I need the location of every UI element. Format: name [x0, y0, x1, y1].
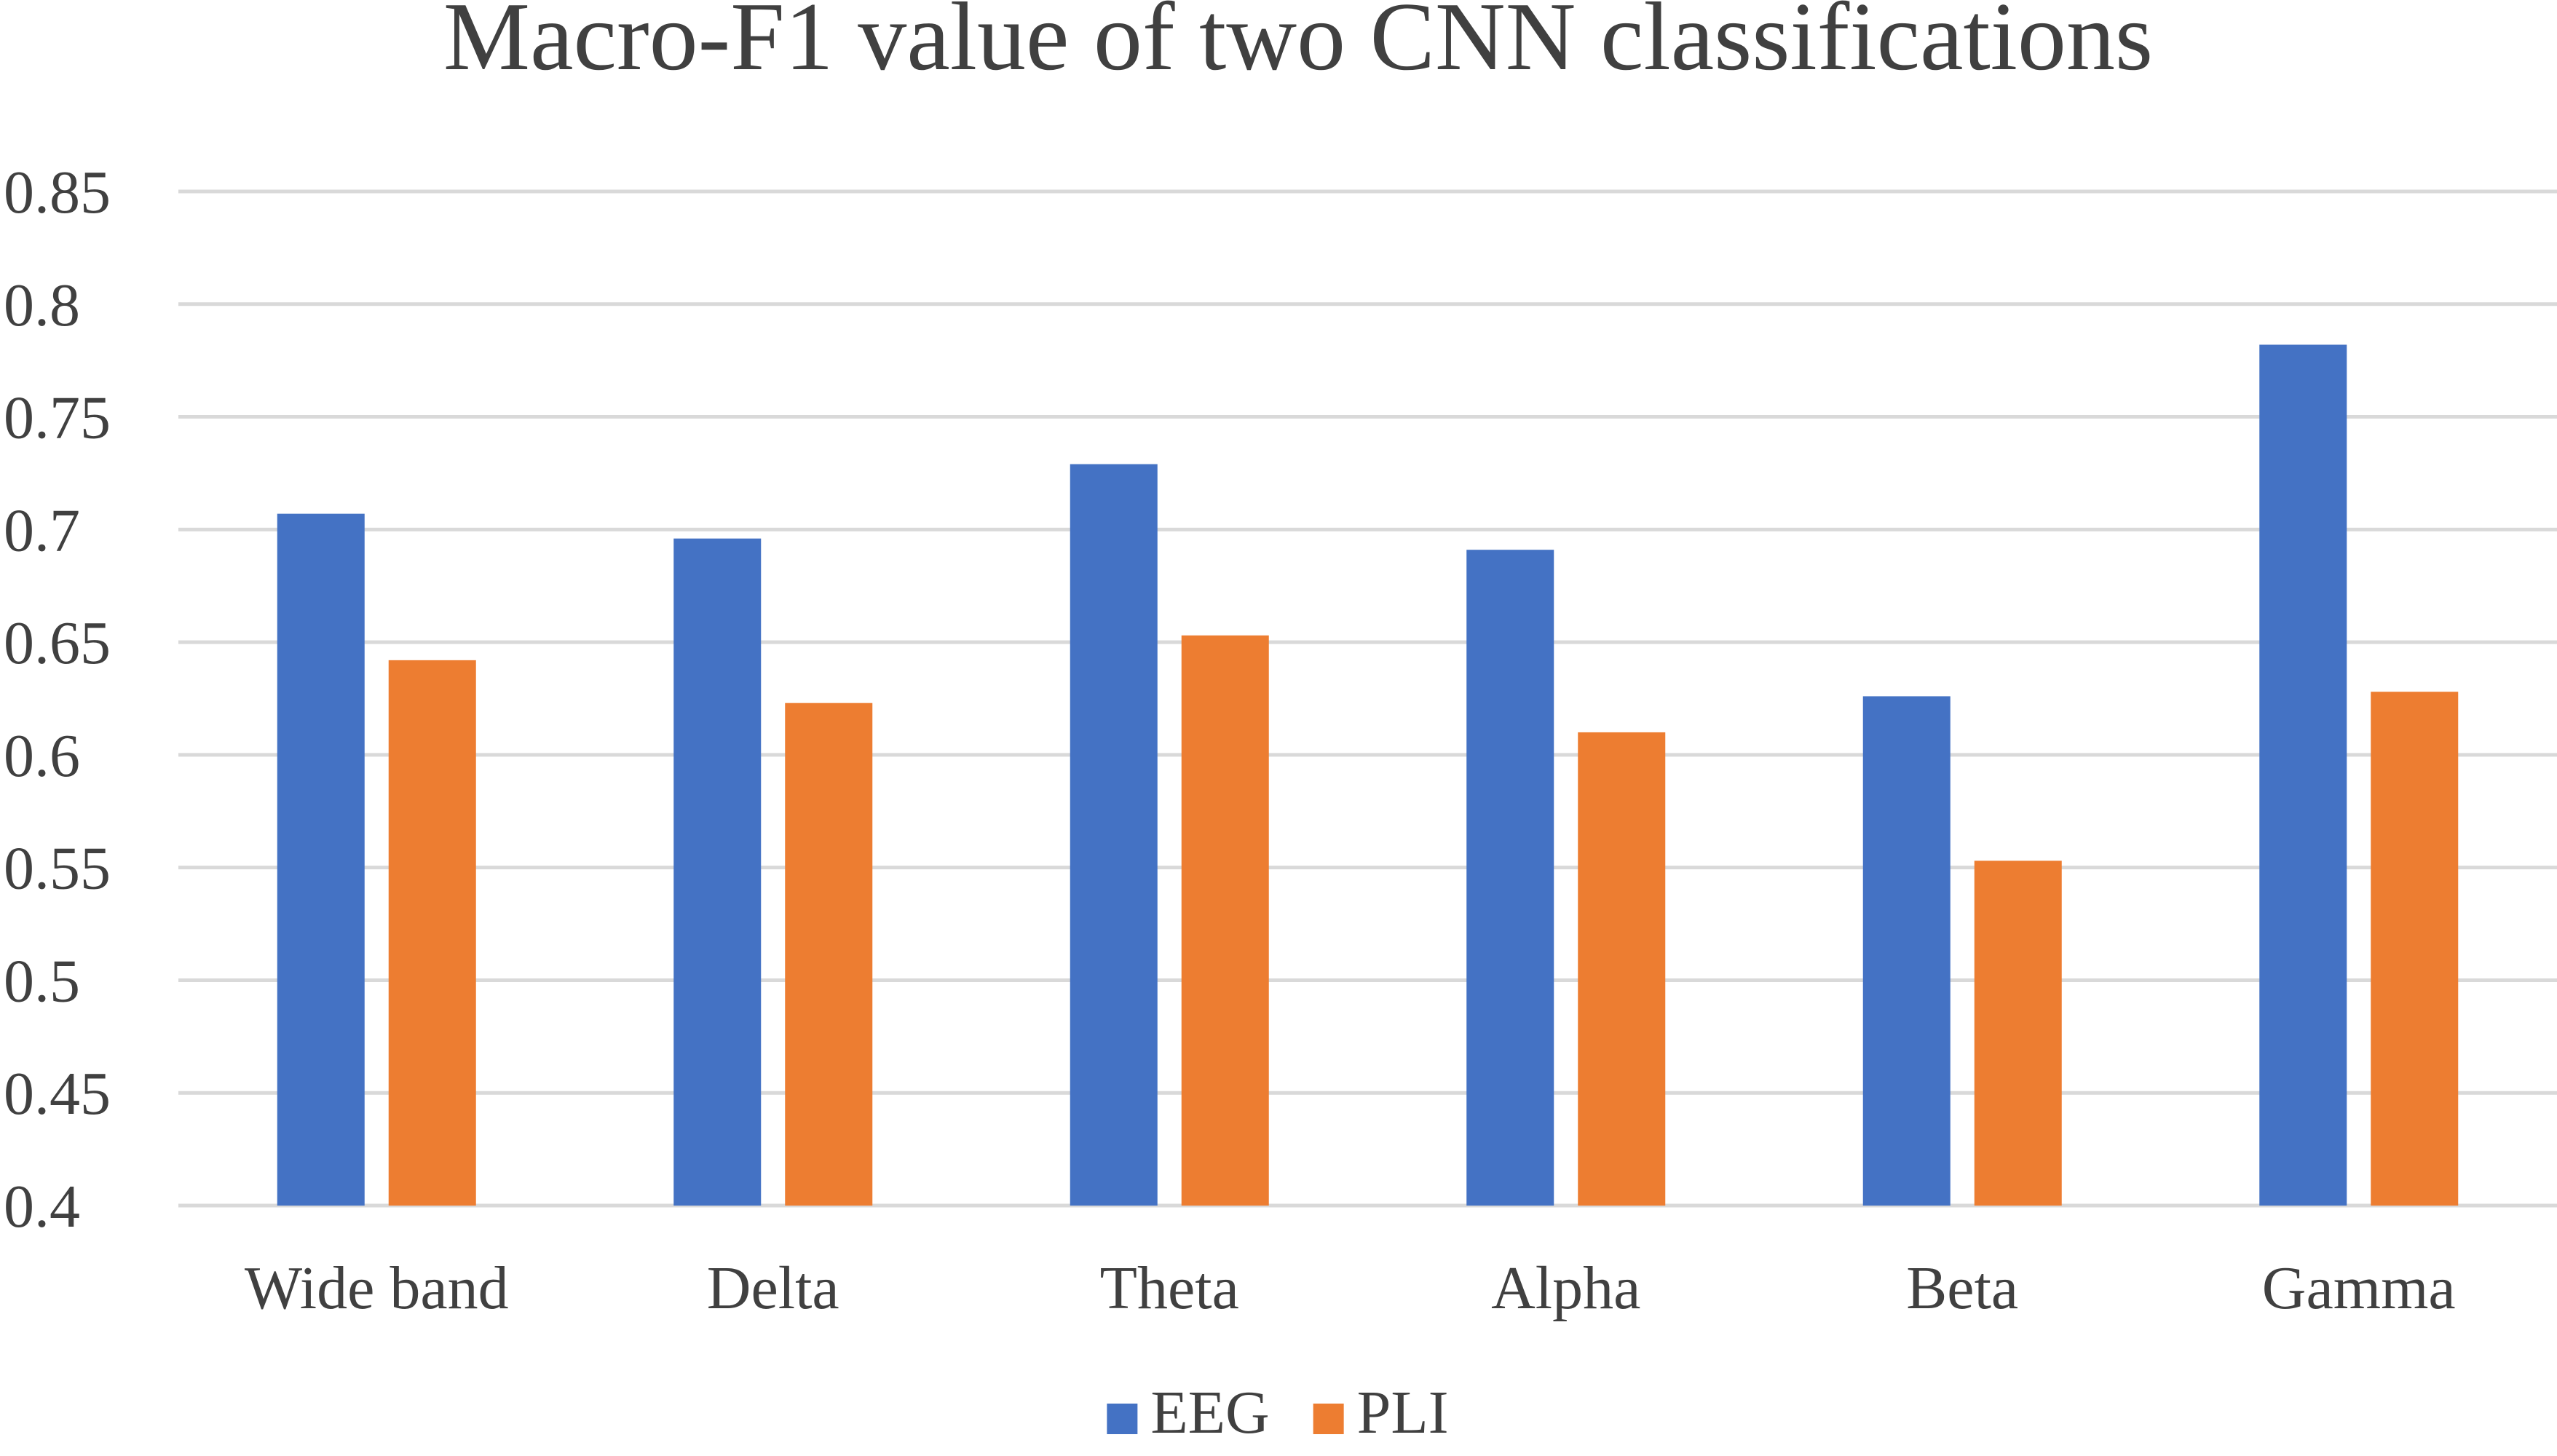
gridlines: [178, 189, 2557, 1208]
bar-eeg-wide-band: [277, 513, 365, 1206]
x-category-label: Alpha: [1491, 1254, 1640, 1322]
bar-pli-gamma: [2371, 692, 2459, 1206]
bars: [277, 344, 2459, 1206]
y-axis-ticks: 0.4 0.45 0.5 0.55 0.6 0.65 0.7 0.75 0.8 0.85: [4, 159, 111, 1241]
y-tick-label: 0.45: [4, 1060, 111, 1128]
y-tick-label: 0.7: [4, 496, 80, 564]
legend-swatch-eeg: [1107, 1404, 1138, 1434]
x-category-label: Beta: [1906, 1254, 2018, 1322]
chart-title: Macro-F1 value of two CNN classification…: [443, 0, 2153, 90]
bar-eeg-gamma: [2259, 344, 2347, 1206]
legend-label-eeg: EEG: [1150, 1379, 1269, 1447]
bar-eeg-theta: [1070, 464, 1158, 1206]
legend-label-pli: PLI: [1357, 1379, 1449, 1447]
x-category-label: Gamma: [2262, 1254, 2456, 1322]
y-tick-label: 0.55: [4, 835, 111, 903]
y-tick-label: 0.85: [4, 159, 111, 226]
bar-eeg-alpha: [1466, 550, 1554, 1206]
y-tick-label: 0.5: [4, 947, 80, 1015]
x-category-label: Wide band: [245, 1254, 509, 1322]
x-category-label: Delta: [707, 1254, 839, 1322]
bar-pli-theta: [1181, 635, 1269, 1206]
legend-swatch-pli: [1313, 1404, 1344, 1434]
bar-eeg-delta: [673, 538, 762, 1206]
y-tick-label: 0.65: [4, 609, 111, 677]
bar-eeg-beta: [1862, 696, 1951, 1206]
legend: EEG PLI: [1107, 1379, 1449, 1447]
x-category-label: Theta: [1100, 1254, 1239, 1322]
bar-pli-alpha: [1578, 732, 1666, 1206]
y-tick-label: 0.75: [4, 384, 111, 452]
y-tick-label: 0.8: [4, 272, 80, 339]
bar-pli-beta: [1974, 860, 2062, 1206]
bar-pli-delta: [785, 703, 873, 1206]
bar-pli-wide-band: [388, 660, 476, 1206]
y-tick-label: 0.6: [4, 722, 80, 790]
x-axis-categories: Wide band Delta Theta Alpha Beta Gamma: [245, 1254, 2456, 1322]
y-tick-label: 0.4: [4, 1173, 80, 1241]
